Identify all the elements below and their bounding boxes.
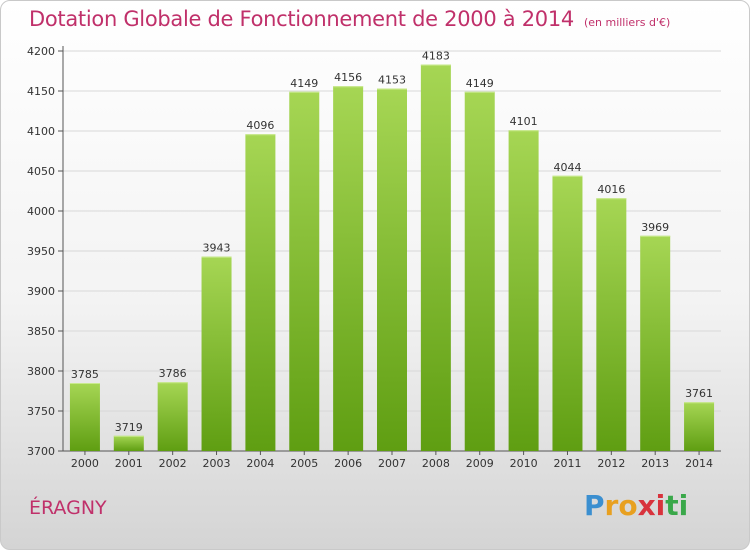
x-tick-label-2014: 2014 — [685, 457, 713, 470]
data-label-2003: 3943 — [203, 242, 231, 255]
x-tick-label-2001: 2001 — [115, 457, 143, 470]
x-tick-label-2013: 2013 — [641, 457, 669, 470]
y-tick-label: 3700 — [27, 445, 55, 458]
x-tick-label-2007: 2007 — [378, 457, 406, 470]
data-labels: 3785 3719 3786 3943 4096 4149 4156 4153 4183 4149… — [71, 50, 713, 434]
data-label-2007: 4153 — [378, 74, 406, 87]
data-label-2001: 3719 — [115, 421, 143, 434]
proxiti-logo: Proxiti — [584, 489, 688, 522]
y-tick-label: 4050 — [27, 165, 55, 178]
x-tick-label-2004: 2004 — [246, 457, 274, 470]
bar-2012 — [596, 198, 627, 451]
data-label-2000: 3785 — [71, 368, 99, 381]
y-tick-label: 4150 — [27, 85, 55, 98]
data-label-2002: 3786 — [159, 367, 187, 380]
bar-2008 — [420, 64, 451, 451]
y-tick-label: 4000 — [27, 205, 55, 218]
bar-2014 — [684, 402, 715, 451]
chart-title: Dotation Globale de Fonctionnement de 20… — [29, 7, 670, 31]
bar-2013 — [640, 235, 671, 451]
logo-part: ti — [665, 489, 689, 522]
x-tick-label-2003: 2003 — [203, 457, 231, 470]
logo-part: xi — [637, 489, 666, 522]
bar-2010 — [508, 130, 539, 451]
y-tick-label: 4200 — [27, 45, 55, 58]
x-tick-label-2012: 2012 — [597, 457, 625, 470]
commune-name: ÉRAGNY — [29, 497, 107, 519]
x-tick-label-2009: 2009 — [466, 457, 494, 470]
bars — [69, 64, 715, 452]
y-tick-labels: 3700 3750 3800 3850 3900 3950 4000 4050 4100 4150… — [27, 45, 55, 458]
x-tick-label-2000: 2000 — [71, 457, 99, 470]
data-label-2010: 4101 — [510, 115, 538, 128]
bar-2005 — [289, 91, 320, 452]
data-label-2009: 4149 — [466, 77, 494, 90]
logo-part: ro — [604, 489, 638, 522]
data-label-2005: 4149 — [290, 77, 318, 90]
bar-2004 — [245, 134, 276, 451]
y-tick-label: 3800 — [27, 365, 55, 378]
x-tick-label-2010: 2010 — [510, 457, 538, 470]
bar-2003 — [201, 256, 232, 451]
bar-2006 — [333, 86, 364, 451]
x-tick-label-2011: 2011 — [553, 457, 581, 470]
data-label-2006: 4156 — [334, 71, 362, 84]
bar-2001 — [113, 435, 144, 451]
x-tick-labels: 2000 2001 2002 2003 2004 2005 2006 2007 2008 2009… — [71, 451, 713, 470]
logo-part: P — [584, 489, 605, 522]
x-tick-label-2006: 2006 — [334, 457, 362, 470]
y-tick-label: 4100 — [27, 125, 55, 138]
data-label-2004: 4096 — [246, 119, 274, 132]
bar-2009 — [464, 91, 495, 452]
y-tick-label: 3950 — [27, 245, 55, 258]
data-label-2014: 3761 — [685, 387, 713, 400]
y-tick-label: 3900 — [27, 285, 55, 298]
bar-2007 — [377, 88, 407, 451]
chart-subtitle: (en milliers d'€) — [583, 16, 671, 29]
x-tick-label-2002: 2002 — [159, 457, 187, 470]
data-label-2013: 3969 — [641, 221, 669, 234]
bar-2002 — [157, 382, 188, 451]
data-label-2012: 4016 — [597, 183, 625, 196]
chart-title-text: Dotation Globale de Fonctionnement de 20… — [29, 7, 574, 31]
y-tick-label: 3750 — [27, 405, 55, 418]
x-tick-label-2005: 2005 — [290, 457, 318, 470]
bar-2000 — [69, 383, 100, 451]
y-tick-label: 3850 — [27, 325, 55, 338]
data-label-2008: 4183 — [422, 50, 450, 63]
x-tick-label-2008: 2008 — [422, 457, 450, 470]
data-label-2011: 4044 — [553, 161, 581, 174]
bar-2011 — [552, 175, 583, 452]
